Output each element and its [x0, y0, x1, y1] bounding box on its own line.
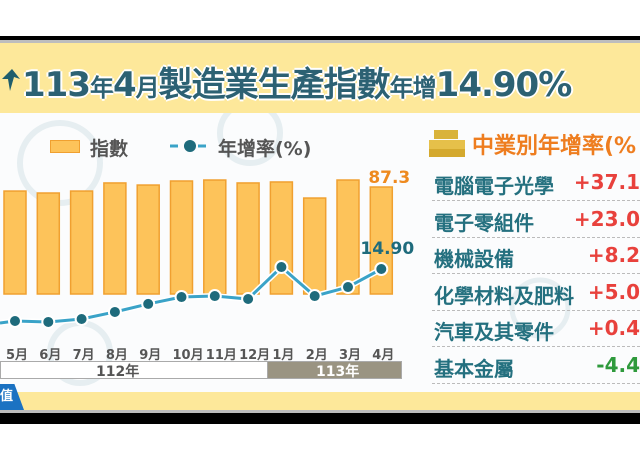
line-data-label: 14.90	[360, 239, 414, 259]
x-tick-label: 5月	[6, 348, 29, 363]
top-gray-border	[0, 40, 640, 43]
year-label-113: 113年	[316, 364, 360, 380]
row-divider	[432, 200, 640, 201]
row-divider	[432, 346, 640, 348]
industry-name: 化學材料及肥料	[434, 283, 574, 308]
x-tick-label: 7月	[72, 348, 95, 363]
gold-bars-icon	[429, 130, 465, 157]
row-divider	[432, 273, 640, 275]
industry-name: 電腦電子光學	[434, 174, 554, 198]
growth-point	[107, 304, 122, 319]
industry-name: 基本金屬	[434, 357, 514, 381]
bar-index	[169, 180, 194, 295]
x-tick-label: 4月	[372, 348, 395, 363]
bottom-border	[0, 413, 640, 424]
growth-point	[8, 313, 22, 328]
bar-index	[36, 192, 61, 295]
year-label-112: 112年	[96, 364, 140, 380]
x-tick-label: 10月	[172, 348, 204, 363]
title-growth-label: 年增	[389, 74, 437, 102]
row-divider	[432, 236, 640, 238]
bottom-strip	[0, 392, 640, 410]
industry-growth-value: +37.1	[573, 170, 640, 194]
row-divider	[432, 383, 640, 384]
legend-bar-label: 指數	[90, 138, 129, 160]
year-group-113: 113年	[267, 361, 402, 380]
gear-background	[17, 113, 571, 386]
industry-name: 機械設備	[434, 247, 514, 272]
bar-index	[103, 182, 127, 295]
x-tick-label: 2月	[305, 348, 328, 363]
growth-point	[207, 289, 222, 304]
industry-growth-value: -4.4	[596, 353, 640, 377]
legend-bar-swatch	[50, 140, 80, 153]
star-icon	[2, 69, 20, 91]
growth-point	[274, 260, 289, 275]
year-group-112: 112年	[0, 361, 268, 380]
title-month: 4	[112, 65, 137, 105]
title-year: 113	[22, 65, 91, 105]
industry-name: 汽車及其零件	[434, 320, 554, 345]
x-tick-label: 11月	[205, 348, 237, 363]
title-growth-value: 14.90%	[435, 65, 573, 105]
bar-index	[302, 197, 327, 295]
growth-point	[141, 296, 156, 311]
header-banner: 113年4月製造業生產指數年增14.90%	[0, 43, 640, 113]
bar-data-label: 87.3	[368, 168, 410, 188]
bar-index	[3, 190, 27, 295]
bar-index	[236, 182, 260, 295]
x-tick-label: 3月	[339, 348, 362, 363]
x-tick-label: 12月	[239, 348, 271, 363]
bar-index	[136, 184, 160, 295]
legend-line-label: 年增率(%)	[218, 138, 312, 160]
industry-name: 電子零組件	[434, 210, 534, 235]
x-tick-label: 1月	[272, 348, 295, 363]
industry-growth-value: +0.4	[587, 316, 640, 341]
x-tick-label: 8月	[105, 348, 128, 363]
x-tick-label: 6月	[39, 348, 62, 363]
growth-point	[374, 262, 389, 276]
growth-point	[174, 290, 189, 305]
bottom-gray-border	[0, 410, 640, 413]
source-tab-label: 值	[0, 389, 14, 404]
bar-index	[203, 179, 227, 295]
page-title: 113年4月製造業生產指數年增14.90%	[22, 57, 573, 106]
title-month-unit: 月	[135, 74, 160, 102]
title-subject: 製造業生產指數	[158, 65, 391, 105]
legend-line-swatch	[170, 140, 210, 152]
row-divider	[432, 309, 640, 311]
growth-point	[341, 280, 355, 295]
industry-growth-title: 中業別年增率(%	[472, 134, 637, 159]
growth-point	[74, 312, 89, 327]
growth-point	[241, 292, 256, 307]
x-tick-label: 9月	[139, 348, 162, 363]
bar-index	[69, 190, 94, 295]
title-year-unit: 年	[89, 74, 114, 102]
industry-growth-value: +5.0	[587, 279, 640, 304]
growth-point	[41, 314, 56, 329]
industry-growth-value: +23.0	[573, 206, 640, 231]
bar-index	[336, 179, 360, 295]
top-border	[0, 36, 640, 40]
growth-point	[307, 289, 322, 304]
chart-plot: 87.3 14.90	[0, 168, 414, 329]
industry-growth-value: +8.2	[587, 243, 640, 268]
